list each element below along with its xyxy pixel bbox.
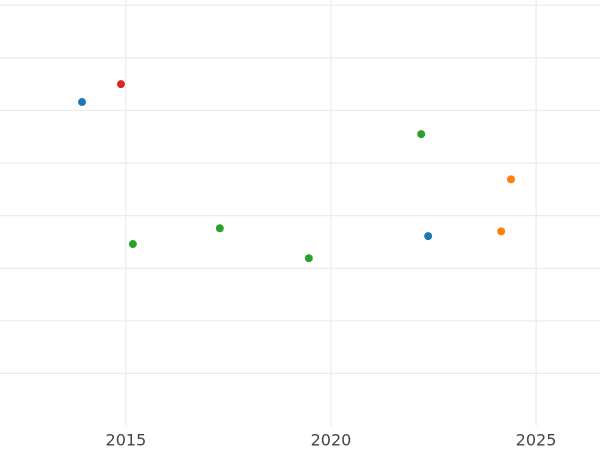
- x-tick-label: 2025: [516, 431, 557, 450]
- point: [304, 254, 313, 263]
- point: [497, 227, 506, 236]
- point: [507, 175, 516, 184]
- point: [417, 130, 426, 139]
- point: [424, 232, 433, 241]
- point: [116, 80, 125, 89]
- point: [78, 98, 87, 107]
- point: [215, 224, 224, 233]
- x-tick-label: 2015: [106, 431, 147, 450]
- x-tick-label: 2020: [311, 431, 352, 450]
- point: [128, 240, 137, 249]
